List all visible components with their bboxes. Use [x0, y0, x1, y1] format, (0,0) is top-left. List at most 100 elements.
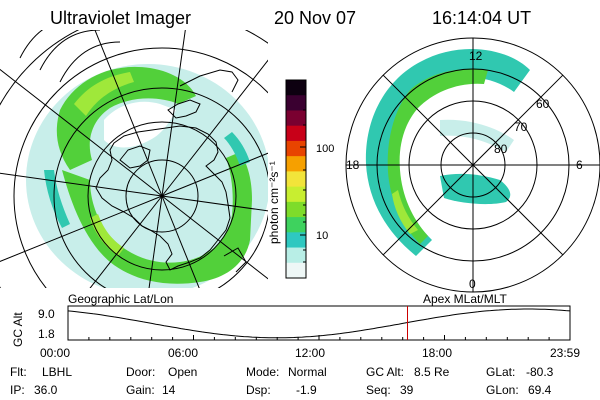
- mlt-line: [472, 74, 564, 166]
- meridian-line: [161, 152, 268, 197]
- latitude-circle: [87, 121, 237, 271]
- aurora-edge-west: [44, 170, 70, 228]
- mlt-label-18: 18: [346, 158, 360, 172]
- outer-latitude-arc: [19, 30, 44, 59]
- outer-latitude-arc: [59, 41, 121, 83]
- gc-xtick-1200: 12:00: [295, 346, 325, 360]
- colorbar-swatch: [286, 186, 306, 203]
- colorbar-swatch: [286, 125, 306, 142]
- colorbar-swatch: [286, 217, 306, 233]
- meta-dsp-value: -1.9: [296, 383, 317, 397]
- meta-ip-key: IP:: [10, 383, 25, 397]
- meta-gcalt-value: 8.5 Re: [414, 365, 450, 379]
- meta-door-key: Door:: [126, 365, 155, 379]
- instrument-title: Ultraviolet Imager: [50, 8, 191, 28]
- meta-seq-key: Seq:: [366, 383, 391, 397]
- gc-xtick-0600: 06:00: [168, 346, 198, 360]
- coastline-inner: [119, 145, 151, 169]
- gc-ytick-9: 9.0: [38, 307, 55, 321]
- gc-xtick-2359: 23:59: [550, 346, 580, 360]
- gc-altitude-curve: [67, 308, 571, 339]
- meta-glon-key: GLon:: [486, 383, 519, 397]
- geographic-aurora-layer: [26, 64, 268, 288]
- latitude-circle: [53, 87, 268, 288]
- meta-glat-key: GLat:: [486, 365, 515, 379]
- polar-cap-gap: [104, 101, 176, 148]
- aurora-edge-east: [224, 132, 250, 166]
- apex-evening-arc: [440, 173, 511, 205]
- gc-xtick-0000: 00:00: [40, 346, 70, 360]
- meta-mode-value: Normal: [288, 365, 327, 379]
- mlt-line: [472, 164, 564, 256]
- meridian-line: [89, 195, 163, 288]
- observation-date: 20 Nov 07: [274, 8, 356, 28]
- coastline: [95, 125, 231, 271]
- colorbar-swatch: [286, 171, 306, 188]
- gc-altitude-plot: [67, 305, 571, 341]
- meridian-line: [148, 195, 163, 288]
- colorbar-frame: [285, 79, 307, 279]
- plot-frame: [67, 305, 571, 341]
- colorbar: [285, 79, 307, 279]
- colorbar-swatch: [286, 156, 306, 172]
- meridian-line: [0, 172, 163, 197]
- colorbar-unit-label: photon cm⁻²s⁻¹: [267, 161, 281, 244]
- mlat-label-70: 70: [514, 120, 528, 134]
- gc-ytick-1-8: 1.8: [38, 327, 55, 341]
- meta-glon-value: 69.4: [528, 383, 552, 397]
- mlt-line: [382, 74, 474, 166]
- meta-door-value: Open: [168, 365, 197, 379]
- colorbar-swatch: [286, 140, 306, 157]
- colorbar-swatch: [286, 80, 306, 96]
- meta-seq-value: 39: [400, 383, 414, 397]
- meridian-line: [0, 195, 163, 262]
- geographic-panel-label: Geographic Lat/Lon: [68, 292, 173, 306]
- mlt-label-6: 6: [576, 158, 583, 172]
- meta-dsp-key: Dsp:: [246, 383, 271, 397]
- colorbar-swatch: [286, 110, 306, 127]
- aurora-bright-patch: [90, 214, 124, 256]
- observation-time: 16:14:04 UT: [432, 8, 531, 28]
- aurora-bright-arc: [74, 72, 134, 116]
- apex-bright-patch: [392, 190, 418, 234]
- geographic-image: [0, 30, 268, 288]
- meta-flt-key: Flt:: [10, 365, 27, 379]
- colorbar-swatch: [286, 232, 306, 249]
- geographic-grid: [0, 30, 268, 288]
- coastline-peninsula: [167, 99, 201, 119]
- meta-gcalt-key: GC Alt:: [366, 365, 404, 379]
- meta-glat-value: -80.3: [526, 365, 554, 379]
- mlt-line: [382, 164, 474, 256]
- metadata-footer: Flt: LBHL Door: Open Mode: Normal GC Alt…: [10, 365, 554, 397]
- gc-alt-axis-label: GC Alt: [11, 312, 25, 347]
- continent-outline: [179, 69, 247, 273]
- colorbar-swatch: [286, 95, 306, 112]
- meta-gain-value: 14: [162, 383, 176, 397]
- colorbar-tick-100: 100: [316, 143, 334, 155]
- meta-mode-key: Mode:: [246, 365, 279, 379]
- aurora-oval-lower: [62, 152, 252, 284]
- meridian-line: [161, 59, 268, 197]
- colorbar-tick-10: 10: [316, 230, 328, 242]
- mlat-label-60: 60: [536, 97, 550, 111]
- colorbar-swatch: [286, 262, 306, 279]
- meta-ip-value: 36.0: [34, 383, 58, 397]
- mlt-label-12: 12: [469, 49, 483, 63]
- mlt-label-0: 0: [469, 277, 476, 291]
- meridian-line: [161, 195, 200, 288]
- meridian-line: [161, 195, 268, 212]
- meridian-line: [161, 30, 186, 197]
- meridian-line: [94, 30, 163, 197]
- meridian-line: [0, 68, 163, 197]
- latitude-circle: [13, 47, 268, 288]
- mlat-label-80: 80: [494, 142, 508, 156]
- colorbar-swatch: [286, 201, 306, 218]
- latitude-circle: [125, 159, 199, 233]
- colorbar-swatch: [286, 247, 306, 264]
- meta-flt-value: LBHL: [42, 365, 72, 379]
- meta-gain-key: Gain:: [126, 383, 155, 397]
- apex-grid: [345, 37, 600, 293]
- apex-faint-band: [440, 119, 514, 152]
